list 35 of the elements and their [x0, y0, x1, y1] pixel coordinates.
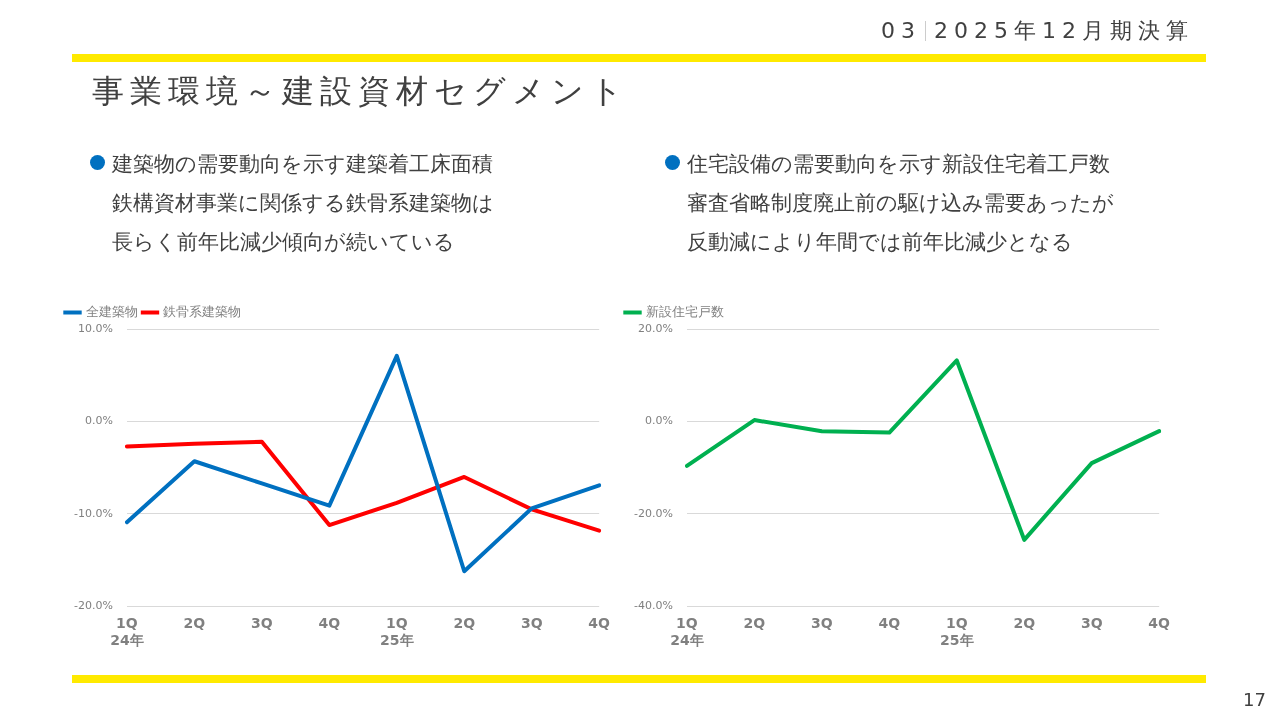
- x-tick-label: 3Q: [251, 615, 273, 632]
- legend-label: 全建築物: [85, 303, 138, 319]
- chart-title: 住宅設備の需要動向を示す新設住宅着工戸数: [687, 152, 1110, 176]
- x-tick-label: 3Q: [811, 615, 833, 632]
- x-tick-label: 1Q 24年: [110, 615, 144, 649]
- y-tick-label: 0.0%: [644, 414, 673, 428]
- text: 2025年12月期決算: [934, 18, 1194, 43]
- x-tick-label: 1Q 25年: [380, 615, 414, 649]
- y-tick-label: 10.0%: [77, 321, 113, 335]
- y-tick-label: -10.0%: [73, 506, 113, 520]
- y-tick-label: -20.0%: [73, 599, 113, 613]
- x-tick-label: 4Q: [878, 615, 901, 632]
- text: 17: [1243, 689, 1266, 710]
- text: 03: [881, 18, 922, 43]
- y-tick-label: -40.0%: [633, 599, 673, 613]
- chart-subtitle: 審査省略制度廃止前の駆け込み需要あったが反動減により年間では前年比減少となる: [686, 190, 1115, 256]
- y-tick-label: -20.0%: [633, 506, 673, 520]
- legend-label: 新設住宅戸数: [645, 303, 724, 319]
- x-tick-label: 1Q 25年: [940, 615, 974, 649]
- y-tick-label: 0.0%: [84, 414, 113, 428]
- legend-label: 鉄骨系建築物: [163, 303, 241, 319]
- x-tick-label: 4Q: [318, 615, 341, 632]
- x-tick-label: 3Q: [1080, 615, 1103, 632]
- x-tick-label: 2Q: [1013, 615, 1036, 632]
- x-tick-label: 3Q: [520, 615, 543, 632]
- y-tick-label: 20.0%: [637, 321, 673, 335]
- x-tick-label: 2Q: [743, 615, 766, 632]
- x-tick-label: 2Q: [453, 615, 476, 632]
- x-tick-label: 4Q: [588, 615, 611, 632]
- chart-title: 建築物の需要動向を示す建築着工床面積: [112, 152, 493, 176]
- x-tick-label: 2Q: [183, 615, 206, 632]
- x-tick-label: 4Q: [1148, 615, 1171, 632]
- x-tick-label: 1Q 24年: [670, 615, 704, 649]
- chart-subtitle: 鉄構資材事業に関係する鉄骨系建築物は長らく前年比減少傾向が続いている: [111, 190, 495, 256]
- text: 事業環境～建設資材セグメント: [92, 71, 629, 112]
